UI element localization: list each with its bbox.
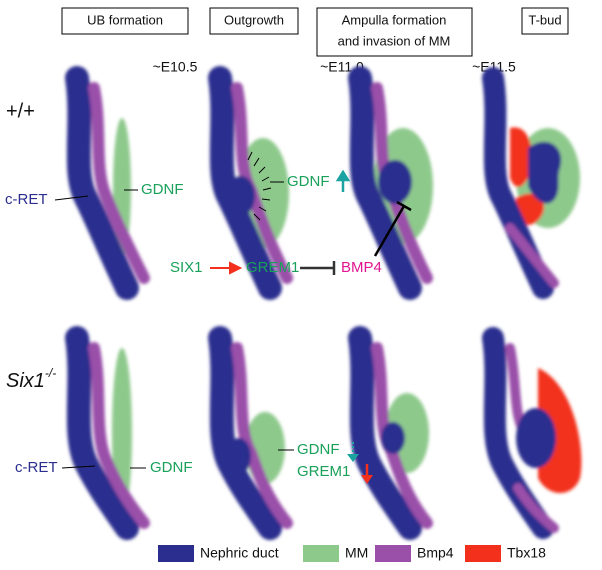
label-grem1: GREM1: [246, 259, 299, 276]
panel: [348, 326, 433, 540]
up-arrow: [335, 169, 351, 192]
down-arrow-head: [361, 475, 373, 484]
legend-label: Bmp4: [417, 545, 454, 561]
inhibition: [373, 200, 412, 257]
legend: Nephric duct MM Bmp4 Tbx18: [158, 545, 546, 562]
legend-swatch: [303, 545, 339, 562]
genotype-name: Six1: [6, 370, 45, 392]
label-gdnf: GDNF: [141, 181, 184, 198]
label-six1: SIX1: [170, 259, 203, 276]
panel: [482, 67, 580, 299]
time-label: ~E10.5: [153, 59, 198, 75]
stage-box: [61, 7, 189, 35]
activation-arrow: [210, 261, 243, 275]
panel: [208, 326, 293, 540]
panels-top: [65, 66, 580, 300]
leader: [61, 465, 96, 469]
stage-box: [316, 7, 473, 57]
label-cret: c-RET: [5, 191, 48, 208]
stage-label: Ampulla formation: [342, 12, 447, 27]
legend-swatch: [375, 545, 411, 562]
inhibition: [300, 261, 336, 275]
leader: [54, 195, 89, 201]
legend-swatch: [158, 545, 194, 562]
label-bmp4: BMP4: [341, 259, 382, 276]
stage-box: [209, 7, 299, 35]
genotype: Six1-/-: [6, 366, 56, 392]
label-gdnf: GDNF: [287, 173, 330, 190]
panels-bottom: [65, 326, 582, 540]
legend-label: MM: [345, 545, 368, 561]
genotype: +/+: [6, 100, 35, 122]
panel: [65, 66, 150, 300]
panel: [208, 66, 293, 300]
genotype-superscript: -/-: [45, 366, 56, 380]
stage-label: Outgrowth: [224, 12, 284, 27]
stage-box: [521, 7, 569, 35]
legend-label: Nephric duct: [200, 545, 279, 561]
stage-label: and invasion of MM: [338, 33, 451, 48]
label-gdnf: GDNF: [297, 441, 340, 458]
panel: [482, 327, 582, 539]
receptor-ticks: [247, 151, 272, 221]
panel: [65, 326, 150, 540]
label-gdnf: GDNF: [150, 459, 193, 476]
label-cret: c-RET: [15, 459, 58, 476]
legend-swatch: [465, 545, 501, 562]
label-grem1: GREM1: [297, 463, 350, 480]
legend-label: Tbx18: [507, 545, 546, 561]
panel: [348, 66, 433, 300]
down-arrow-head: [347, 454, 359, 462]
stage-label: T-bud: [528, 12, 561, 27]
time-label: ~E11.5: [472, 59, 516, 75]
stage-label: UB formation: [87, 12, 163, 27]
